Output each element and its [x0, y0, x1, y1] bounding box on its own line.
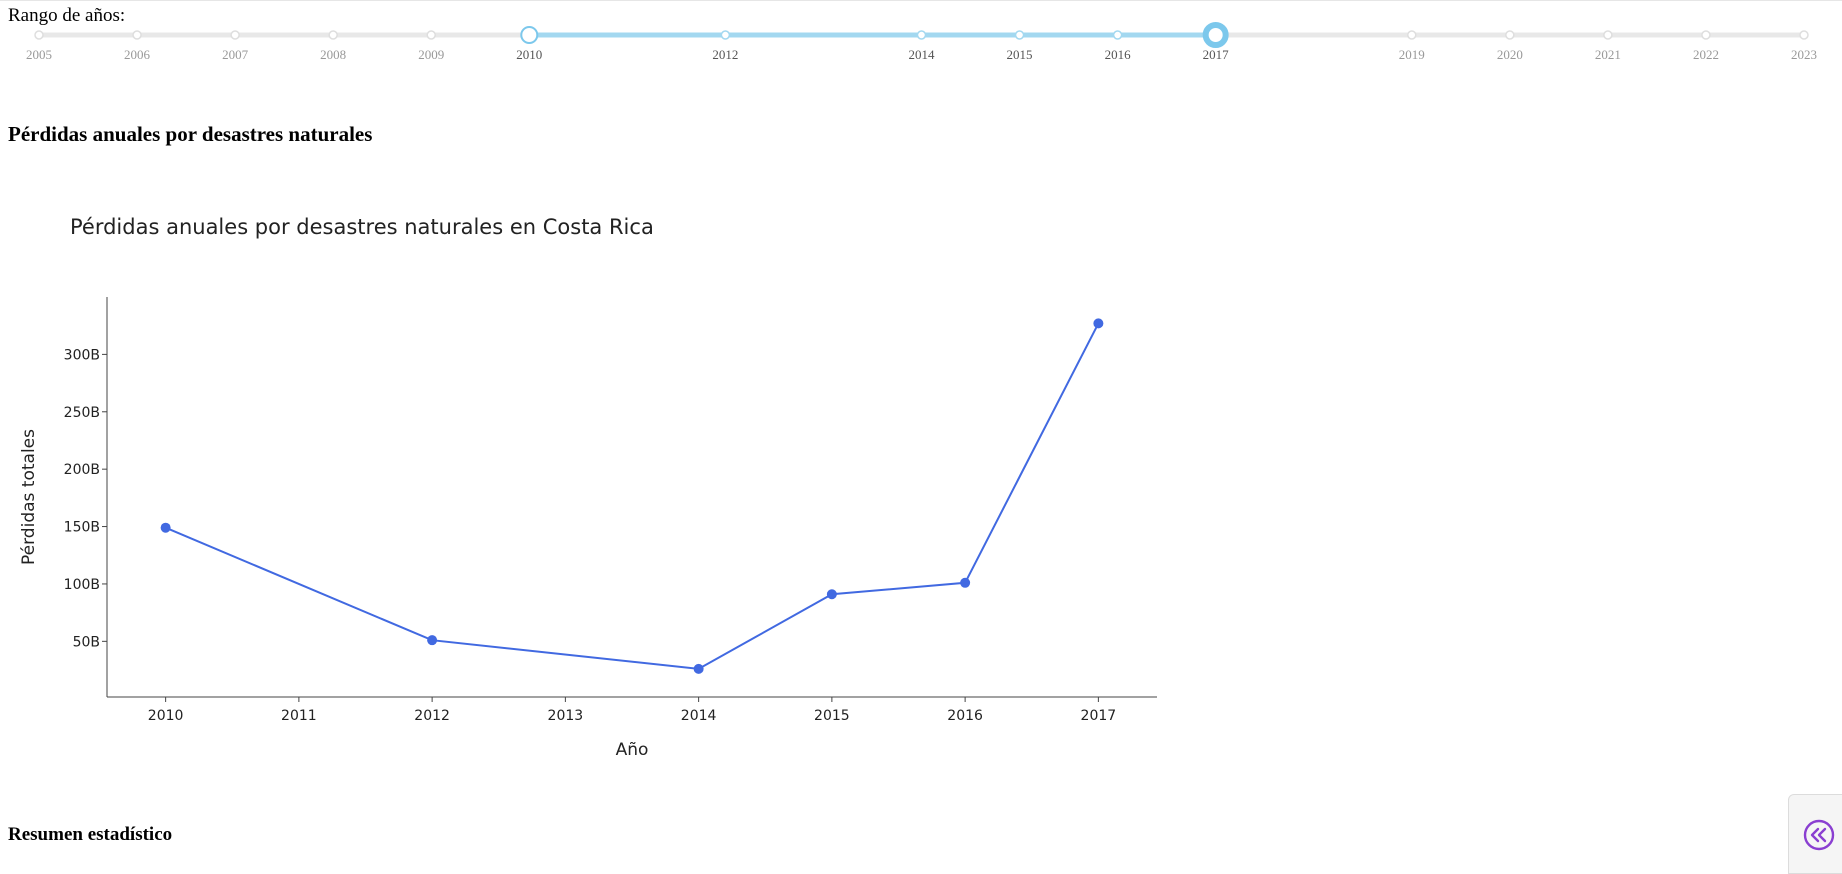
slider-mark-label: 2005 — [26, 47, 52, 62]
slider-mark-dot — [1799, 30, 1809, 40]
slider-mark-dot — [1112, 30, 1123, 40]
x-tick-label: 2011 — [281, 708, 317, 724]
data-point — [693, 663, 704, 674]
slider-mark-label: 2022 — [1693, 47, 1719, 62]
x-tick-label: 2016 — [947, 708, 983, 724]
slider-mark-dot — [132, 30, 142, 40]
x-tick-label: 2014 — [681, 708, 717, 724]
data-point — [160, 522, 171, 533]
slider-mark-label: 2019 — [1399, 47, 1425, 62]
slider-mark-dot — [1407, 30, 1417, 40]
data-point — [427, 635, 438, 646]
slider-mark-label: 2007 — [222, 47, 249, 62]
x-tick-label: 2015 — [814, 708, 850, 724]
slider-mark-label: 2008 — [320, 47, 346, 62]
x-axis-title: Año — [616, 740, 649, 760]
slider-mark-label: 2012 — [712, 47, 738, 62]
x-tick-label: 2012 — [414, 708, 450, 724]
slider-mark-label: 2009 — [418, 47, 444, 62]
slider-mark-dot — [1701, 30, 1711, 40]
slider-mark-label: 2021 — [1595, 47, 1621, 62]
x-tick-label: 2017 — [1081, 708, 1117, 724]
slider-mark-label: 2014 — [909, 47, 936, 62]
slider-mark-label: 2020 — [1497, 47, 1523, 62]
year-range-slider[interactable]: 2005 2006 2007 2008 2009 2010 2012 2014 2015 2016… — [0, 19, 1842, 69]
y-tick-label: 300B — [64, 347, 100, 363]
slider-mark-dot — [1505, 30, 1515, 40]
y-tick-label: 250B — [64, 405, 100, 421]
slider-mark-dot — [1603, 30, 1613, 40]
y-tick-label: 150B — [64, 520, 100, 536]
slider-handle-end[interactable] — [1202, 22, 1229, 48]
x-tick-label: 2010 — [148, 708, 184, 724]
slider-mark-dot — [230, 30, 240, 40]
slider-mark-label: 2006 — [124, 47, 151, 62]
slider-mark-label: 2010 — [516, 47, 542, 62]
data-point — [1093, 318, 1104, 329]
slider-mark-label: 2023 — [1791, 47, 1817, 62]
slider-mark-dot — [34, 30, 44, 40]
slider-mark-dot — [1014, 30, 1025, 40]
double-chevron-left-icon — [1803, 819, 1835, 851]
chart-title: Pérdidas anuales por desastres naturales… — [70, 215, 654, 239]
data-point — [960, 577, 971, 588]
y-tick-label: 200B — [64, 462, 100, 478]
slider-mark-dot — [328, 30, 338, 40]
year-range-label: Rango de años: — [8, 5, 126, 26]
slider-handle-start[interactable] — [520, 26, 539, 44]
y-axis-title: Pérdidas totales — [19, 429, 39, 565]
sidebar-collapse-button[interactable] — [1788, 794, 1842, 874]
y-tick-label: 100B — [64, 577, 100, 593]
series-line — [165, 322, 1100, 670]
y-tick-label: 50B — [73, 634, 100, 650]
slider-mark-label: 2017 — [1203, 47, 1230, 62]
losses-line-chart: Pérdidas anuales por desastres naturales… — [19, 215, 1157, 760]
x-tick-label: 2013 — [548, 708, 584, 724]
section-title: Pérdidas anuales por desastres naturales — [8, 122, 373, 146]
slider-mark-dot — [720, 30, 731, 40]
slider-mark-dot — [916, 30, 927, 40]
slider-mark-dot — [426, 30, 436, 40]
summary-title: Resumen estadístico — [8, 824, 173, 845]
slider-mark-label: 2015 — [1007, 47, 1033, 62]
slider-mark-label: 2016 — [1105, 47, 1132, 62]
data-point — [826, 589, 837, 600]
